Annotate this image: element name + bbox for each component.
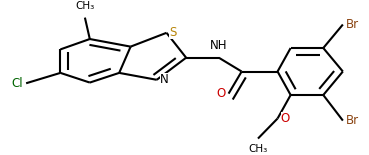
Text: S: S bbox=[169, 26, 176, 39]
Text: Br: Br bbox=[346, 114, 359, 127]
Text: Br: Br bbox=[346, 18, 359, 31]
Text: NH: NH bbox=[210, 39, 228, 52]
Text: O: O bbox=[281, 112, 290, 125]
Text: Cl: Cl bbox=[11, 77, 23, 90]
Text: O: O bbox=[216, 87, 225, 100]
Text: N: N bbox=[160, 73, 169, 86]
Text: CH₃: CH₃ bbox=[248, 144, 268, 154]
Text: CH₃: CH₃ bbox=[75, 1, 94, 11]
